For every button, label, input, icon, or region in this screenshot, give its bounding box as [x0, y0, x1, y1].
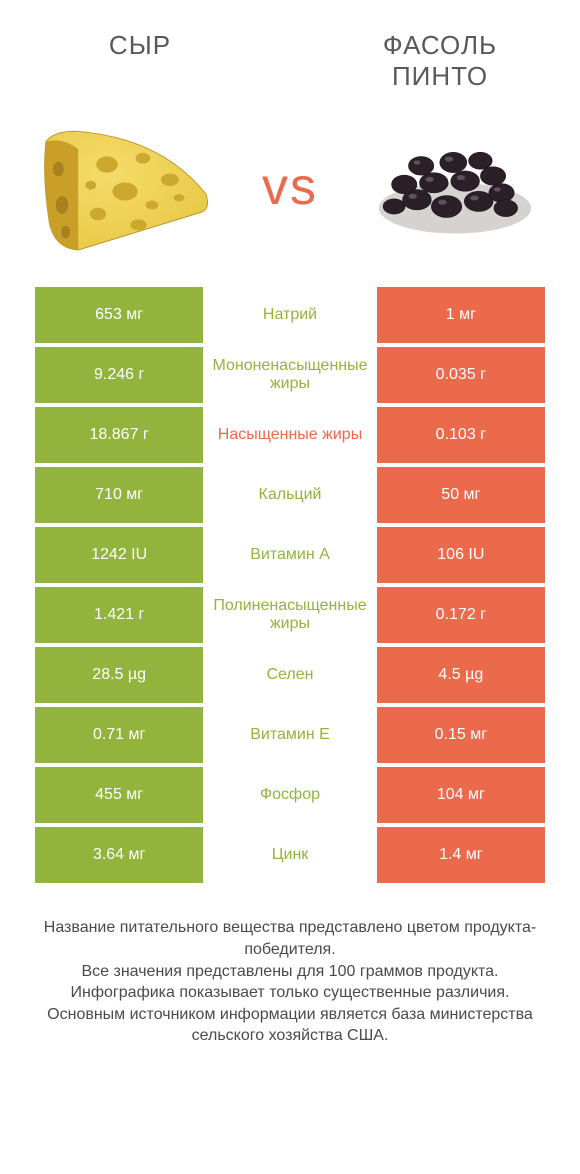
nutrition-row: 9.246 гМононенасыщенные жиры0.035 г — [35, 347, 545, 403]
value-right: 106 IU — [377, 527, 545, 583]
value-right: 4.5 µg — [377, 647, 545, 703]
title-right: Фасоль пинто — [340, 30, 540, 92]
nutrition-row: 3.64 мгЦинк1.4 мг — [35, 827, 545, 883]
value-right: 0.15 мг — [377, 707, 545, 763]
nutrient-label: Натрий — [203, 287, 376, 343]
value-left: 455 мг — [35, 767, 203, 823]
value-left: 653 мг — [35, 287, 203, 343]
footnote: Название питательного вещества представл… — [0, 887, 580, 1047]
nutrition-row: 28.5 µgСелен4.5 µg — [35, 647, 545, 703]
value-left: 9.246 г — [35, 347, 203, 403]
value-left: 1.421 г — [35, 587, 203, 643]
value-right: 1.4 мг — [377, 827, 545, 883]
cheese-icon — [35, 112, 215, 262]
footnote-line: Название питательного вещества представл… — [40, 917, 540, 960]
nutrition-row: 710 мгКальций50 мг — [35, 467, 545, 523]
nutrition-table: 653 мгНатрий1 мг9.246 гМононенасыщенные … — [0, 287, 580, 887]
nutrient-label: Цинк — [203, 827, 376, 883]
nutrient-label: Насыщенные жиры — [203, 407, 376, 463]
value-left: 3.64 мг — [35, 827, 203, 883]
value-left: 18.867 г — [35, 407, 203, 463]
value-right: 0.172 г — [377, 587, 545, 643]
footnote-line: Инфографика показывает только существенн… — [40, 982, 540, 1004]
value-right: 50 мг — [377, 467, 545, 523]
vs-label: vs — [262, 157, 318, 217]
header: Сыр Фасоль пинто — [0, 0, 580, 102]
value-right: 104 мг — [377, 767, 545, 823]
title-left: Сыр — [40, 30, 240, 61]
footnote-line: Основным источником информации является … — [40, 1004, 540, 1047]
nutrition-row: 0.71 мгВитамин E0.15 мг — [35, 707, 545, 763]
nutrient-label: Полиненасыщенные жиры — [203, 587, 376, 643]
infographic-page: Сыр Фасоль пинто — [0, 0, 580, 1174]
value-left: 0.71 мг — [35, 707, 203, 763]
beans-icon — [365, 112, 545, 262]
nutrient-label: Мононенасыщенные жиры — [203, 347, 376, 403]
hero-row: vs — [0, 102, 580, 287]
value-right: 1 мг — [377, 287, 545, 343]
value-left: 1242 IU — [35, 527, 203, 583]
nutrient-label: Витамин E — [203, 707, 376, 763]
value-right: 0.103 г — [377, 407, 545, 463]
nutrient-label: Витамин A — [203, 527, 376, 583]
value-left: 28.5 µg — [35, 647, 203, 703]
nutrition-row: 18.867 гНасыщенные жиры0.103 г — [35, 407, 545, 463]
value-left: 710 мг — [35, 467, 203, 523]
nutrition-row: 1.421 гПолиненасыщенные жиры0.172 г — [35, 587, 545, 643]
nutrient-label: Селен — [203, 647, 376, 703]
value-right: 0.035 г — [377, 347, 545, 403]
footnote-line: Все значения представлены для 100 граммо… — [40, 961, 540, 983]
nutrient-label: Фосфор — [203, 767, 376, 823]
nutrition-row: 455 мгФосфор104 мг — [35, 767, 545, 823]
nutrition-row: 1242 IUВитамин A106 IU — [35, 527, 545, 583]
nutrition-row: 653 мгНатрий1 мг — [35, 287, 545, 343]
nutrient-label: Кальций — [203, 467, 376, 523]
